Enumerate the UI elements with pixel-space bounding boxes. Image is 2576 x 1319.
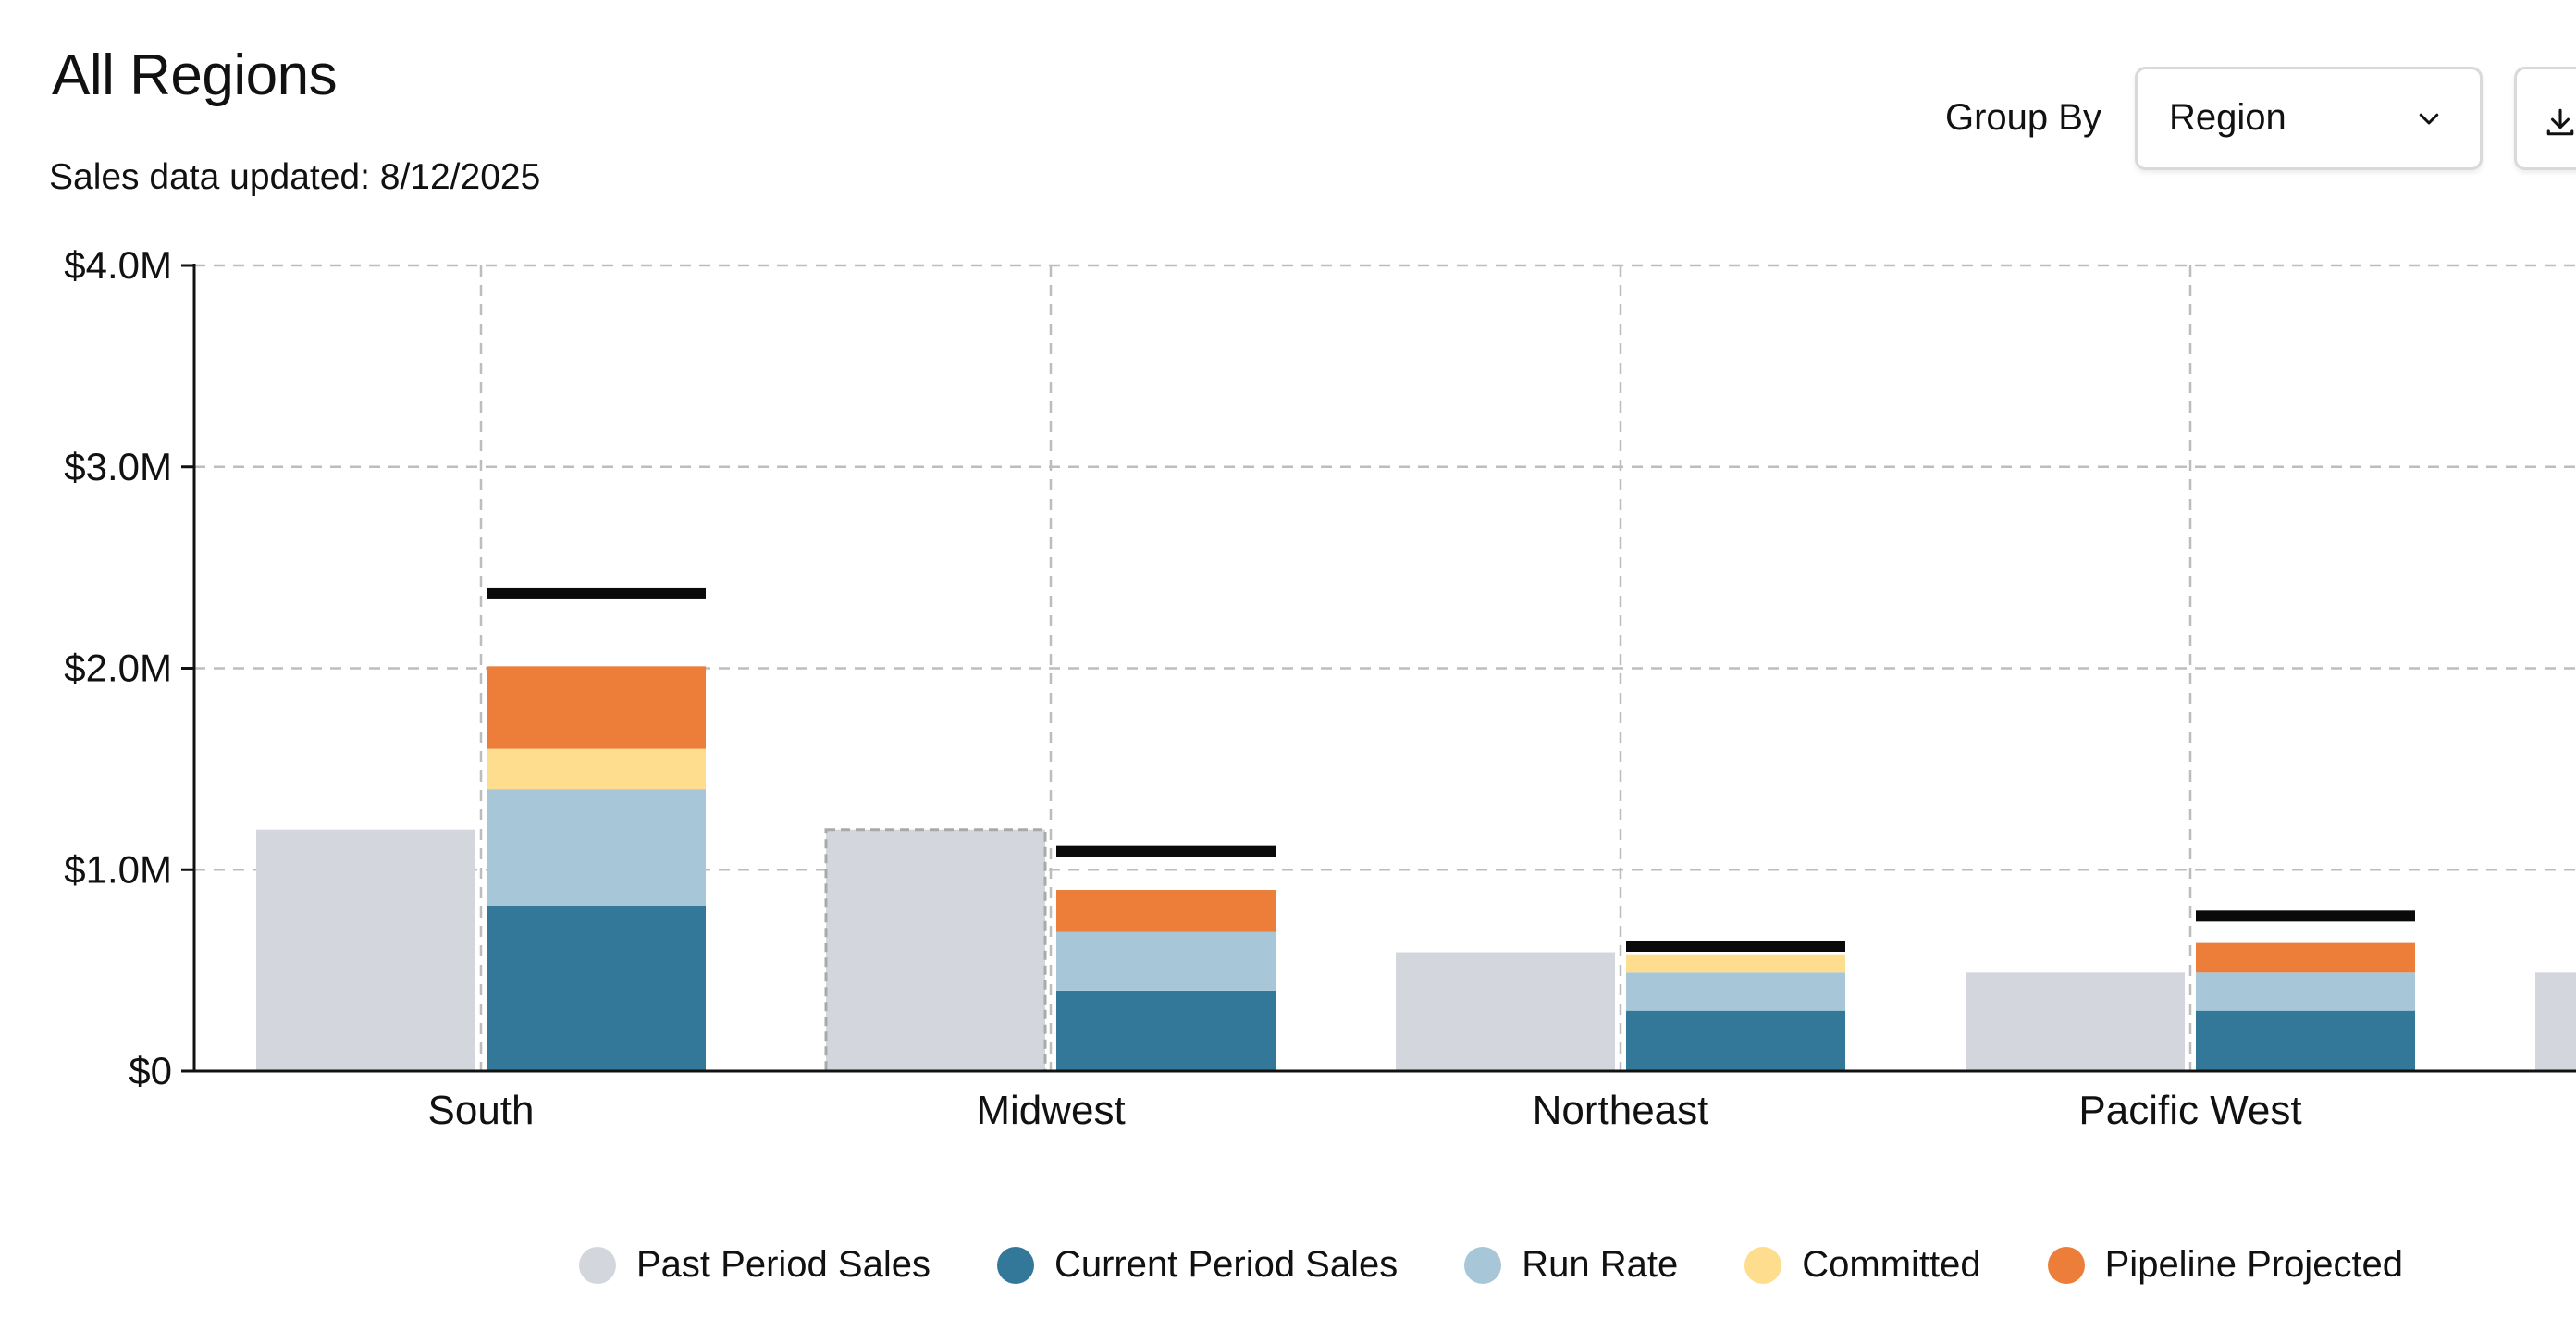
bar-past-midwest[interactable] xyxy=(824,828,1047,1073)
legend-label-current: Current Period Sales xyxy=(1054,1244,1399,1285)
legend-swatch-pipeline xyxy=(2047,1246,2085,1284)
legend-item-run-rate[interactable]: Run Rate xyxy=(1464,1244,1678,1286)
bar-run_rate-northeast[interactable] xyxy=(1626,972,1845,1011)
bar-run_rate-midwest[interactable] xyxy=(1056,931,1276,991)
legend-label-run-rate: Run Rate xyxy=(1522,1244,1679,1285)
x-tick-label-northeast: Northeast xyxy=(1533,1088,1709,1133)
legend-item-committed[interactable]: Committed xyxy=(1744,1244,1981,1286)
bar-past-south[interactable] xyxy=(256,829,475,1071)
legend-label-committed: Committed xyxy=(1802,1244,1981,1285)
legend-swatch-current xyxy=(996,1246,1034,1284)
y-tick-label-4: $4.0M xyxy=(64,243,172,287)
bar-past-cat-4[interactable] xyxy=(2535,972,2576,1071)
x-tick-label-south: South xyxy=(428,1088,535,1133)
y-tick-label-3: $3.0M xyxy=(64,445,172,488)
target-marker-midwest[interactable] xyxy=(1056,845,1276,857)
y-tick-label-0: $0 xyxy=(129,1049,172,1092)
bar-pipeline-midwest[interactable] xyxy=(1056,890,1276,932)
x-tick-label-midwest: Midwest xyxy=(976,1088,1125,1133)
legend-item-pipeline-projected[interactable]: Pipeline Projected xyxy=(2047,1244,2404,1286)
legend-label-pipeline: Pipeline Projected xyxy=(2104,1244,2404,1285)
target-marker-south[interactable] xyxy=(487,587,706,599)
legend-item-past-period-sales[interactable]: Past Period Sales xyxy=(579,1244,931,1286)
legend-item-current-period-sales[interactable]: Current Period Sales xyxy=(996,1244,1399,1286)
bar-pipeline-pacific-west[interactable] xyxy=(2196,942,2415,973)
sales-chart: South Midwest Northeast Pacific West $0 $1.0M… xyxy=(64,243,2576,1133)
group-by-value: Region xyxy=(2169,97,2286,138)
y-tick-label-2: $2.0M xyxy=(64,647,172,690)
legend-swatch-run-rate xyxy=(1464,1246,1502,1284)
bar-run_rate-south[interactable] xyxy=(487,789,706,906)
target-marker-pacific-west[interactable] xyxy=(2196,910,2415,922)
chart-legend: Past Period Sales Current Period Sales R… xyxy=(579,1244,2470,1286)
bar-current-midwest[interactable] xyxy=(1056,990,1276,1071)
bar-run_rate-pacific-west[interactable] xyxy=(2196,972,2415,1011)
bar-current-northeast[interactable] xyxy=(1626,1010,1845,1071)
x-tick-label-pacific-west: Pacific West xyxy=(2078,1088,2301,1133)
y-tick-label-1: $1.0M xyxy=(64,847,172,891)
legend-label-past: Past Period Sales xyxy=(636,1244,931,1285)
group-by-label: Group By xyxy=(1945,97,2101,138)
download-button[interactable] xyxy=(2514,67,2576,170)
target-marker-northeast[interactable] xyxy=(1626,940,1845,952)
download-icon xyxy=(2546,108,2574,136)
legend-swatch-past xyxy=(579,1246,616,1284)
bar-committed-south[interactable] xyxy=(487,748,706,790)
last-updated-text: Sales data updated: 8/12/2025 xyxy=(49,157,541,197)
bar-pipeline-south[interactable] xyxy=(487,666,706,749)
bar-current-pacific-west[interactable] xyxy=(2196,1010,2415,1071)
group-by-select[interactable]: Region xyxy=(2135,67,2483,170)
page-title: All Regions xyxy=(52,43,338,107)
legend-swatch-committed xyxy=(1744,1246,1782,1284)
chevron-down-icon xyxy=(2419,113,2439,125)
bar-past-northeast[interactable] xyxy=(1396,952,1615,1071)
bar-committed-northeast[interactable] xyxy=(1626,954,1845,973)
axis-layer: South Midwest Northeast Pacific West $0 $1.0M… xyxy=(64,243,2576,1133)
bar-past-pacific-west[interactable] xyxy=(1966,972,2185,1071)
bar-current-south[interactable] xyxy=(487,906,706,1071)
bar-layer xyxy=(256,587,2576,1073)
